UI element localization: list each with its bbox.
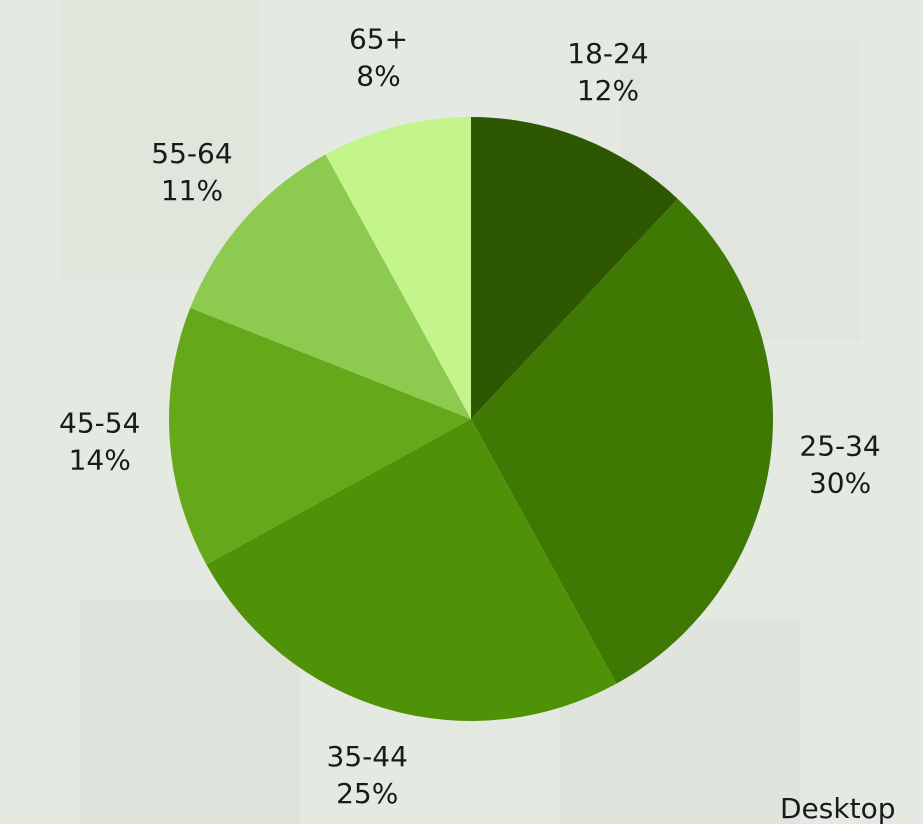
slice-value-label: 30% <box>809 467 871 500</box>
slice-label: 18-24 <box>567 37 648 70</box>
pie-slice <box>471 117 678 419</box>
footer-text: Desktop <box>780 792 895 824</box>
slice-label: 65+ <box>349 23 408 56</box>
slice-label: 55-64 <box>151 137 232 170</box>
slice-label: 45-54 <box>59 406 140 439</box>
slice-value-label: 12% <box>577 74 639 107</box>
slice-value-label: 25% <box>336 777 398 810</box>
pie-slice <box>169 307 472 565</box>
slice-value-label: 14% <box>69 443 131 476</box>
pie-slice <box>190 154 471 419</box>
pie-slice <box>206 419 617 721</box>
slice-value-label: 8% <box>356 60 400 93</box>
pie-slice <box>325 117 471 419</box>
slice-value-label: 11% <box>161 174 223 207</box>
slice-label: 25-34 <box>799 430 880 463</box>
pie-slice <box>471 198 773 684</box>
slice-label: 35-44 <box>327 740 408 773</box>
